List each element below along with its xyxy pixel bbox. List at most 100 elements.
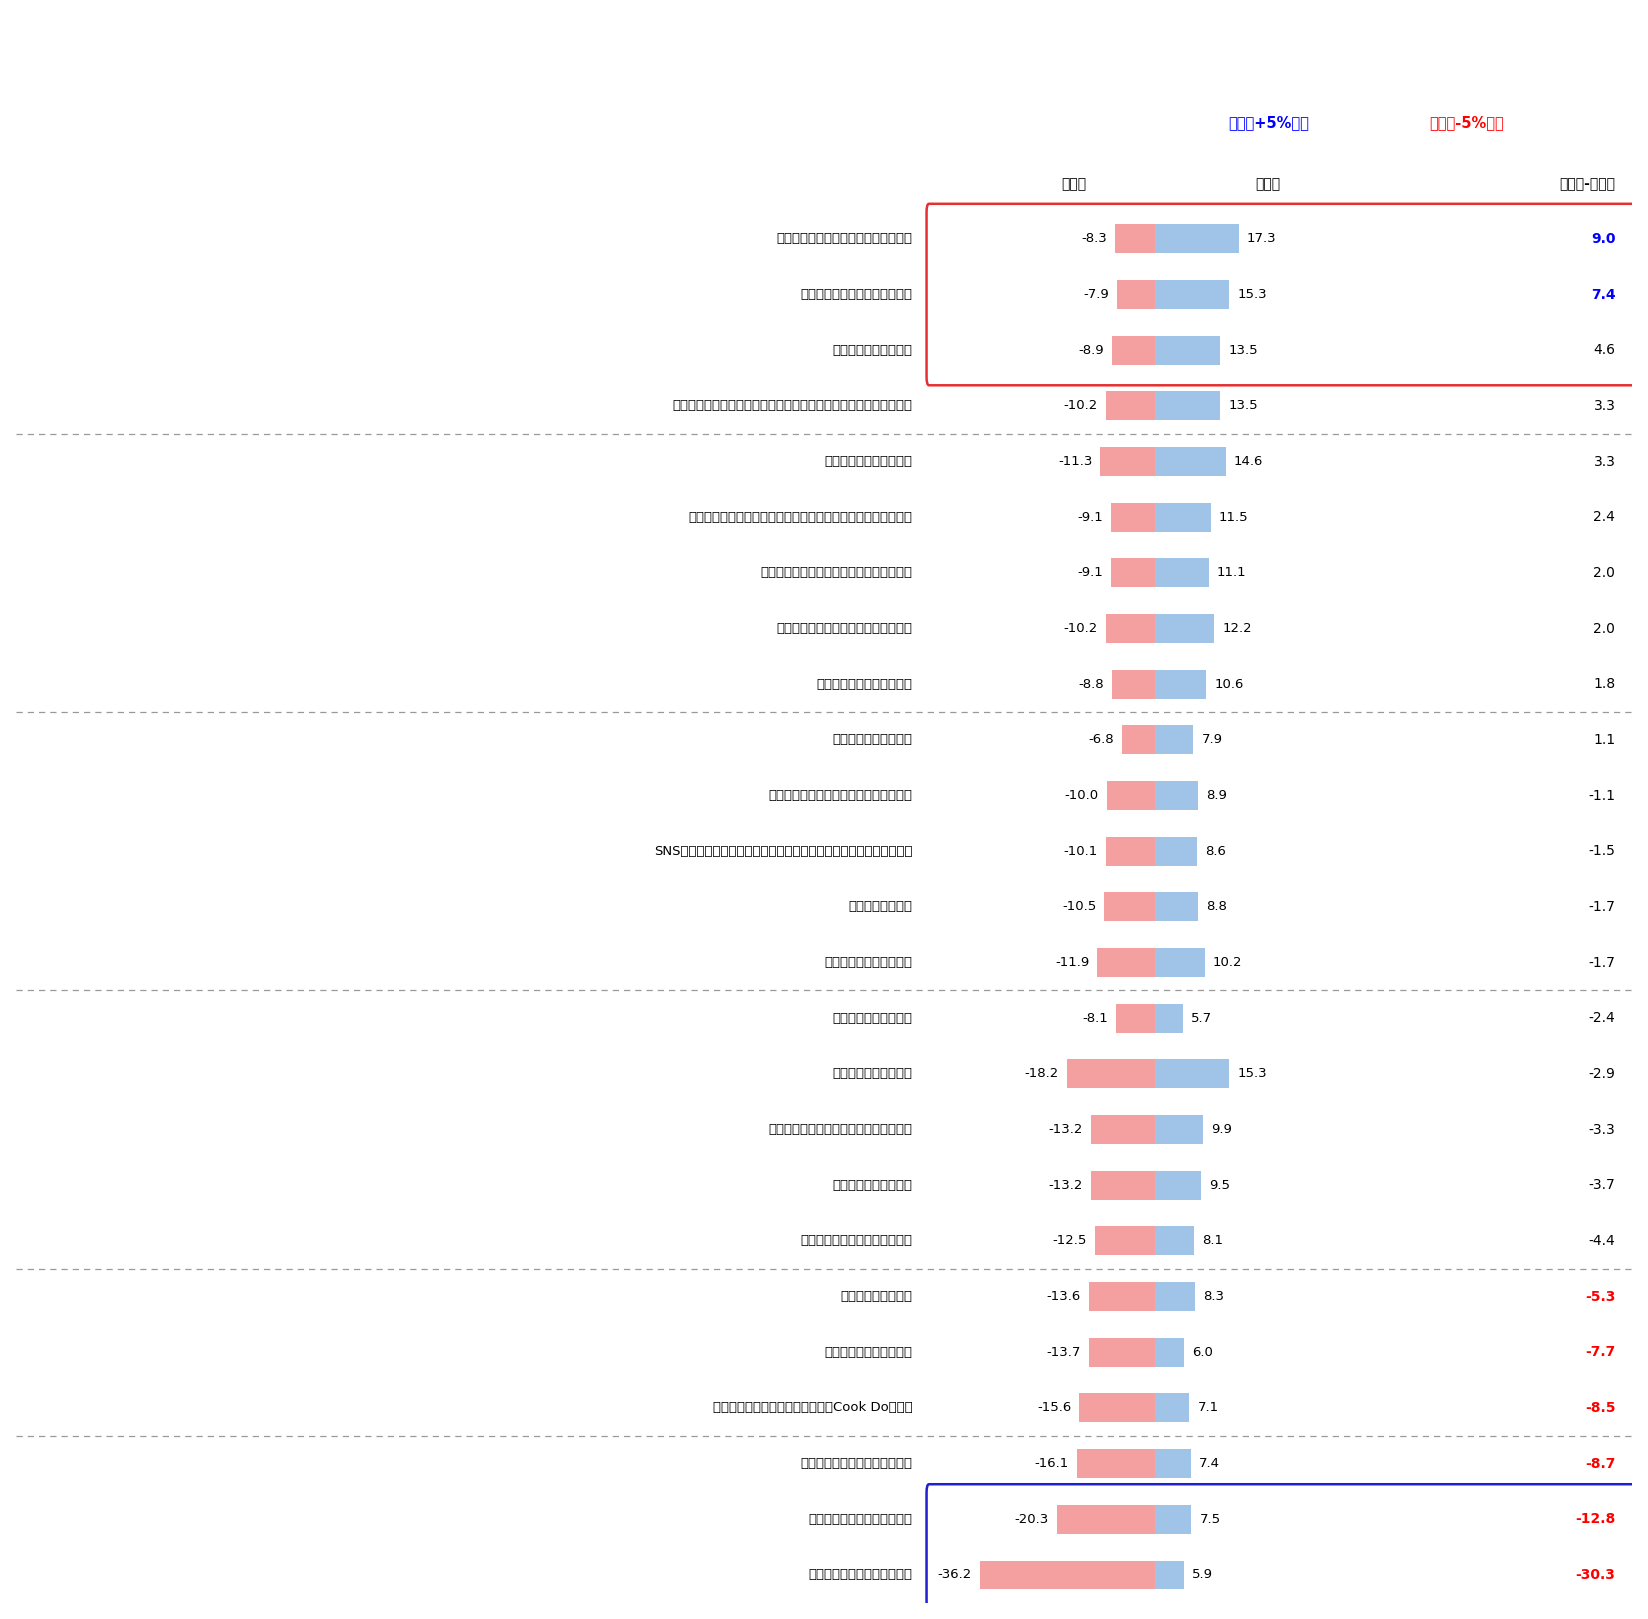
Text: 12.2: 12.2 [1223,622,1252,635]
Text: 自分へのご褒美として食料品（お菓子などを含む）を購入する頻度: 自分へのご褒美として食料品（お菓子などを含む）を購入する頻度 [672,400,913,413]
Bar [1107,780,1155,810]
Bar [1155,1004,1183,1033]
Bar [1056,1504,1155,1533]
Text: -3.7: -3.7 [1589,1179,1615,1192]
Text: １人で外食をする頻度: １人で外食をする頻度 [832,1067,913,1080]
Bar [1155,1059,1229,1088]
Text: 増えた: 増えた [1256,178,1280,191]
Bar [1155,1227,1195,1255]
Text: 14.6: 14.6 [1234,455,1264,468]
Text: 決まった時間に食事をする頻度: 決まった時間に食事をする頻度 [801,1234,913,1248]
Text: 2.0: 2.0 [1594,567,1615,580]
Text: -18.2: -18.2 [1025,1067,1058,1080]
Bar [1089,1282,1155,1311]
Bar [1094,1227,1155,1255]
Text: 7.4: 7.4 [1590,288,1615,301]
Text: -12.8: -12.8 [1575,1512,1615,1527]
Text: -2.9: -2.9 [1589,1067,1615,1081]
Text: 9.9: 9.9 [1211,1124,1233,1137]
Text: 6.0: 6.0 [1192,1345,1213,1358]
Text: 3.3: 3.3 [1594,455,1615,468]
Bar [1155,392,1221,421]
Text: 赤字：-5%以上: 赤字：-5%以上 [1429,115,1505,130]
Text: -8.8: -8.8 [1079,678,1104,691]
Text: -10.5: -10.5 [1061,900,1096,913]
Text: 食品の安全性への配慮: 食品の安全性への配慮 [832,733,913,746]
Text: 7.9: 7.9 [1201,733,1223,746]
Bar [1155,280,1229,309]
Text: 料理レシピ検索サイトを利用する頻度: 料理レシピ検索サイトを利用する頻度 [776,622,913,635]
Text: -8.3: -8.3 [1081,233,1107,246]
Bar [1155,559,1210,588]
Text: 基礎調味料を使う頻度（砂糖、塩など）: 基礎調味料を使う頻度（砂糖、塩など） [770,788,913,801]
Text: -13.6: -13.6 [1046,1290,1081,1303]
Text: -1.5: -1.5 [1589,843,1615,858]
Text: 1.8: 1.8 [1594,677,1615,691]
Text: -10.2: -10.2 [1063,400,1098,413]
Bar [1104,892,1155,921]
Bar [1079,1394,1155,1423]
Text: 1.1: 1.1 [1594,733,1615,746]
Bar [1114,225,1155,253]
Text: -15.6: -15.6 [1037,1402,1071,1415]
Bar [1106,392,1155,421]
Bar [1066,1059,1155,1088]
Text: 3.3: 3.3 [1594,398,1615,413]
Text: -11.3: -11.3 [1058,455,1093,468]
Text: -8.5: -8.5 [1585,1400,1615,1415]
Bar [1155,504,1211,531]
Text: -10.2: -10.2 [1063,622,1098,635]
Bar [979,1561,1155,1590]
Bar [1155,670,1206,699]
Text: １回あたりの食事の品数: １回あたりの食事の品数 [826,1345,913,1358]
Bar [1155,1394,1190,1423]
Text: -13.2: -13.2 [1048,1179,1083,1192]
Text: １日の総摂取カロリー: １日の総摂取カロリー [832,1179,913,1192]
Bar [1112,335,1155,364]
Text: -12.5: -12.5 [1051,1234,1086,1248]
Bar [1111,559,1155,588]
Text: 減った: 減った [1061,178,1088,191]
Text: -1.7: -1.7 [1589,955,1615,970]
Bar [1155,725,1193,754]
Text: -7.9: -7.9 [1083,288,1109,301]
Text: SNSやインフルエンサーが取り上げた商品やレシピを参考にする頻度: SNSやインフルエンサーが取り上げた商品やレシピを参考にする頻度 [654,845,913,858]
Text: 11.1: 11.1 [1216,567,1246,580]
Text: 11.5: 11.5 [1220,510,1249,523]
Text: 13.5: 13.5 [1228,400,1257,413]
Bar [1078,1449,1155,1478]
Text: メニュー専用調味料を使う頻度（Cook Doなど）: メニュー専用調味料を使う頻度（Cook Doなど） [714,1402,913,1415]
Text: 7.4: 7.4 [1200,1457,1220,1470]
Bar [1155,837,1196,866]
Bar [1155,1337,1185,1366]
Text: -1.1: -1.1 [1589,788,1615,803]
Text: 小分けされた食品や少量の食品を買う頻度: 小分けされた食品や少量の食品を買う頻度 [761,567,913,580]
Bar [1155,1504,1192,1533]
Bar [1089,1337,1155,1366]
Text: 8.6: 8.6 [1205,845,1226,858]
Text: 8.8: 8.8 [1206,900,1226,913]
Text: 2.0: 2.0 [1594,622,1615,636]
Text: 友人や知人と外食をする頻度: 友人や知人と外食をする頻度 [809,1569,913,1582]
Bar [1116,1004,1155,1033]
Bar [1155,892,1198,921]
Text: 2.4: 2.4 [1594,510,1615,525]
Bar [1106,837,1155,866]
Text: 15.3: 15.3 [1238,1067,1267,1080]
Bar [1112,670,1155,699]
Text: 電子レンジだけで調理を済ませること: 電子レンジだけで調理を済ませること [776,233,913,246]
Text: 4.6: 4.6 [1594,343,1615,358]
Bar [1155,949,1205,978]
Text: 生野菜サラダを手作りする頻度: 生野菜サラダを手作りする頻度 [801,1457,913,1470]
Text: 9.5: 9.5 [1210,1179,1229,1192]
Text: 7.5: 7.5 [1200,1512,1221,1525]
Text: -8.1: -8.1 [1083,1012,1107,1025]
Bar [1098,949,1155,978]
Bar [1155,780,1198,810]
Bar [1122,725,1155,754]
Bar [1155,1171,1201,1200]
Text: -9.1: -9.1 [1078,567,1103,580]
Text: 青字：+5%以上: 青字：+5%以上 [1228,115,1309,130]
Text: -4.4: -4.4 [1589,1234,1615,1248]
Bar [1155,335,1221,364]
